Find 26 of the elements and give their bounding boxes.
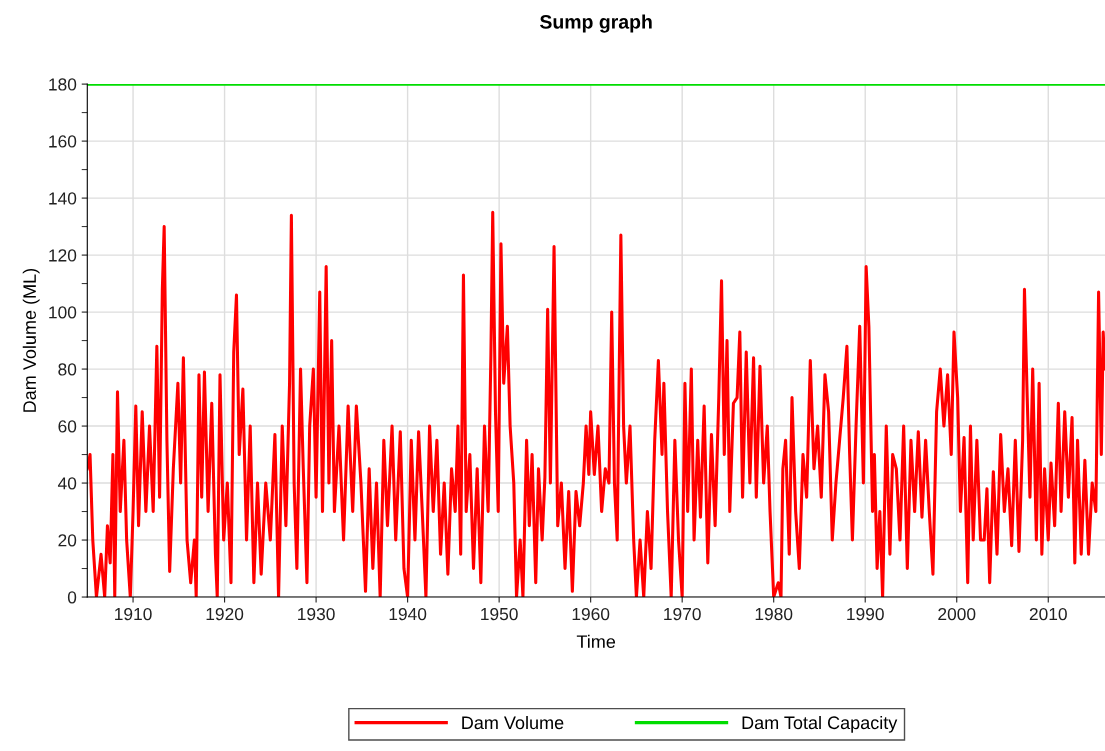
y-tick-label: 40 [57, 477, 77, 490]
x-tick-label: 1990 [847, 607, 884, 621]
y-tick-label: 180 [49, 78, 77, 91]
y-tick-label: 80 [58, 363, 77, 376]
y-tick-label: 60 [58, 420, 77, 433]
x-tick-label: 1950 [481, 607, 518, 621]
chart-title: Sump graph [539, 14, 652, 33]
x-tick-label: 1940 [389, 607, 427, 621]
x-tick-label: 1960 [572, 607, 610, 621]
legend-label: Dam Volume [462, 715, 564, 730]
y-tick-label: 120 [49, 249, 77, 262]
y-tick-label: 140 [49, 192, 77, 205]
x-axis-title: Time [576, 634, 616, 649]
y-axis-title: Dam Volume (ML) [22, 268, 40, 412]
x-tick-label: 1920 [206, 607, 244, 621]
x-tick-label: 1910 [115, 607, 152, 621]
y-tick-label: 20 [58, 534, 77, 547]
x-tick-label: 2010 [1029, 607, 1067, 621]
x-tick-label: 1980 [755, 607, 793, 621]
legend-label: Dam Total Capacity [742, 715, 898, 733]
y-tick-label: 100 [49, 306, 77, 319]
x-tick-label: 1930 [298, 607, 335, 621]
y-tick-label: 0 [67, 591, 77, 604]
x-tick-label: 2000 [938, 607, 976, 621]
y-tick-label: 160 [49, 135, 77, 148]
x-tick-label: 1970 [664, 607, 701, 621]
